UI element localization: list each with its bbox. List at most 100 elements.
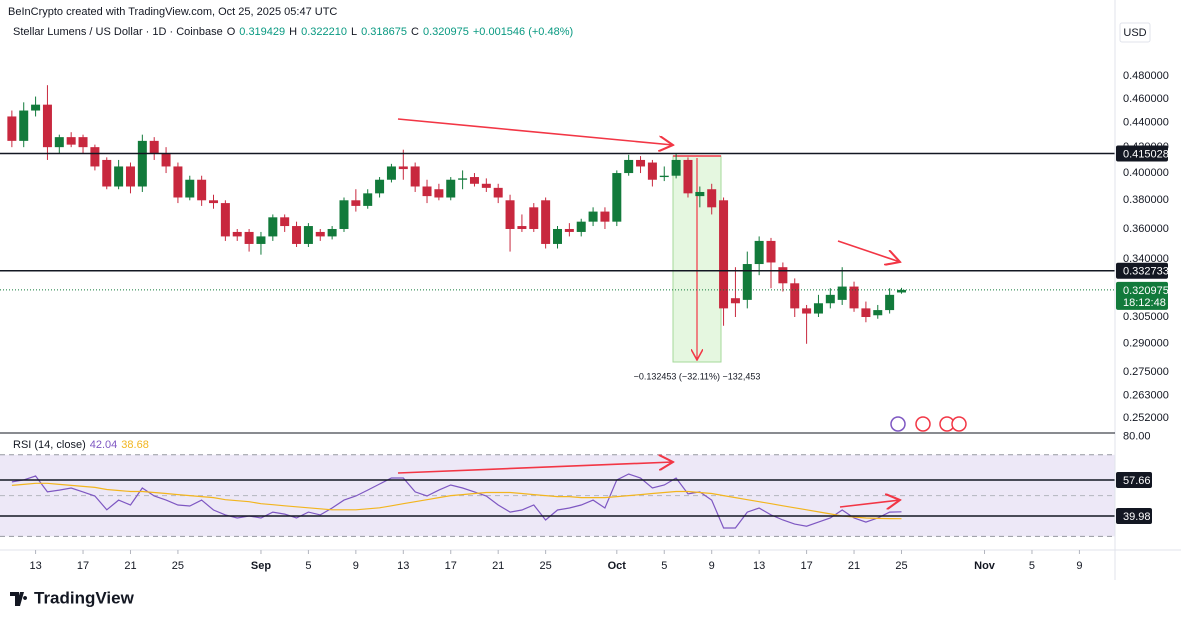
price-level-label: 0.415028 [1123, 148, 1169, 160]
currency-box[interactable] [1119, 22, 1151, 43]
event-icon[interactable] [890, 416, 906, 432]
rsi-value: 42.04 [89, 439, 118, 451]
rsi-y-tick-label: 80.00 [1123, 430, 1151, 442]
candle-body [896, 289, 906, 293]
x-tick-label: 21 [492, 560, 504, 572]
candle-body [19, 110, 29, 141]
candle-body [422, 186, 432, 197]
x-tick-label: 21 [848, 560, 860, 572]
watermark: BeInCrypto created with TradingView.com,… [8, 6, 337, 18]
candle-body [185, 179, 195, 198]
rsi-title[interactable]: RSI (14, close) [13, 439, 86, 451]
y-tick-label: 0.290000 [1123, 338, 1169, 350]
candle-body [600, 211, 610, 222]
x-tick-label: 13 [753, 560, 765, 572]
ohlc-value: 0.322210 [301, 26, 347, 38]
candle-body [268, 217, 278, 237]
candle-body [636, 159, 646, 167]
y-tick-label: 0.480000 [1123, 70, 1169, 82]
candle-body [719, 200, 729, 309]
candle-body [7, 116, 17, 141]
candle-body [564, 228, 574, 232]
rsi-level-label: 39.98 [1123, 511, 1151, 523]
candle-body [671, 159, 681, 176]
candle-body [802, 308, 812, 314]
candle-body [766, 240, 776, 263]
candle-body [232, 231, 242, 237]
candle-body [446, 179, 456, 198]
candle-body [837, 286, 847, 300]
y-tick-label: 0.380000 [1123, 194, 1169, 206]
x-tick-label: 17 [445, 560, 457, 572]
rsi-ma-line [11, 482, 902, 520]
rsi-level-box [1116, 508, 1152, 525]
y-tick-label: 0.440000 [1123, 116, 1169, 128]
candle-body [861, 308, 871, 318]
candle-body [66, 137, 76, 145]
y-tick-label: 0.275000 [1123, 366, 1169, 378]
x-tick-label: 21 [124, 560, 136, 572]
candle-body [873, 310, 883, 316]
y-tick-label: 0.460000 [1123, 93, 1169, 105]
candle-body [754, 240, 764, 265]
candle-body [42, 104, 52, 148]
measure-label: −0.132453 (−32.11%) −132,453 [634, 371, 761, 381]
candle-body [813, 303, 823, 314]
candle-body [161, 153, 171, 167]
x-tick-label: 17 [800, 560, 812, 572]
candle-body [410, 166, 420, 187]
candle-body [386, 166, 396, 180]
x-tick-label: 5 [305, 560, 311, 572]
candle-body [303, 226, 313, 244]
ohlc-key: H [289, 26, 298, 38]
candle-body [173, 166, 183, 198]
candle-body [256, 236, 266, 244]
candle-body [220, 203, 230, 237]
y-tick-label: 0.360000 [1123, 223, 1169, 235]
rsi-ma-value: 38.68 [121, 439, 149, 451]
candle-body [505, 200, 515, 229]
candle-body [683, 159, 693, 194]
x-tick-label: Oct [608, 560, 627, 572]
x-tick-label: 13 [29, 560, 41, 572]
rsi-level-label: 57.66 [1123, 475, 1151, 487]
trend-arrow [837, 240, 900, 262]
candle-body [114, 166, 124, 187]
candle-body [849, 286, 859, 309]
last-price-box [1116, 281, 1168, 310]
ohlc-value: 0.320975 [422, 26, 469, 38]
x-tick-label: 13 [397, 560, 409, 572]
trend-arrow [839, 500, 900, 507]
candle-body [790, 283, 800, 309]
candle-body [517, 226, 527, 229]
candle-body [742, 264, 752, 300]
symbol-title[interactable]: Stellar Lumens / US Dollar · 1D · Coinba… [13, 26, 223, 38]
x-tick-label: 17 [77, 560, 89, 572]
y-tick-label: 0.305000 [1123, 311, 1169, 323]
candle-body [529, 207, 539, 229]
x-tick-label: 9 [1076, 560, 1082, 572]
candle-body [137, 140, 147, 187]
candle-body [125, 166, 135, 187]
candle-body [244, 231, 254, 244]
x-tick-label: 9 [353, 560, 359, 572]
candle-body [612, 173, 622, 222]
change-value: +0.001546 (+0.48%) [472, 26, 574, 38]
candle-body [778, 267, 788, 284]
candle-body [588, 211, 598, 222]
candle-body [576, 221, 586, 232]
candle-body [730, 298, 740, 304]
price-level-label: 0.332733 [1123, 266, 1169, 278]
event-icon[interactable] [915, 416, 931, 432]
candle-body [209, 200, 219, 204]
candle-body [149, 140, 159, 154]
watermark-text: BeInCrypto created with TradingView.com,… [8, 6, 338, 18]
y-tick-label: 0.252000 [1123, 412, 1169, 424]
ohlc-value: 0.318675 [361, 26, 408, 38]
last-price-label: 0.320975 [1123, 285, 1169, 297]
currency: USD [1123, 27, 1146, 39]
event-icon[interactable] [951, 416, 967, 432]
candle-body [363, 193, 373, 206]
candle-body [493, 187, 503, 198]
